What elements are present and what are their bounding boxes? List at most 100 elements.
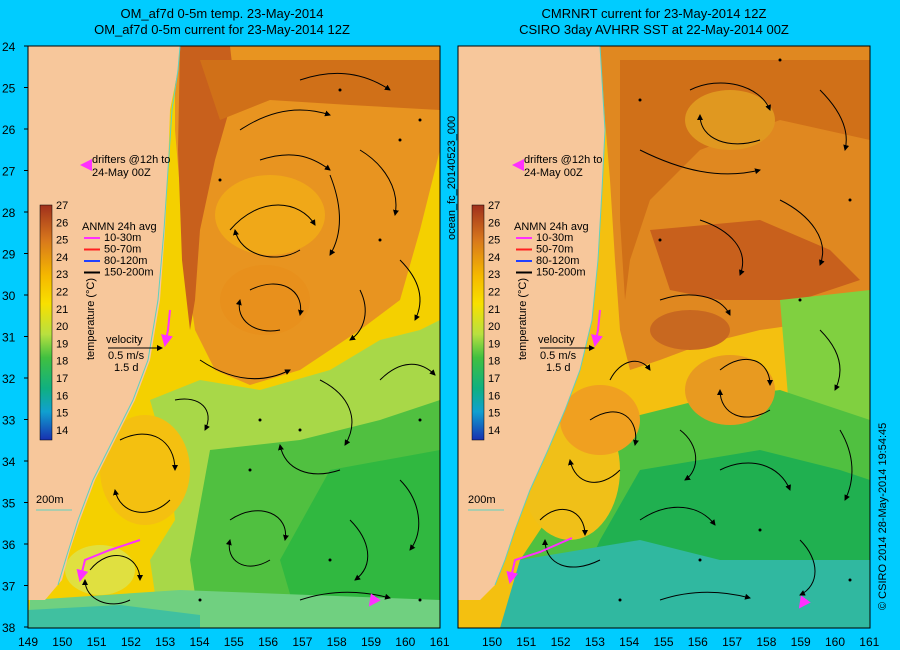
lat-tick-label: 32	[2, 372, 16, 386]
colorbar-tick-label: 21	[56, 304, 68, 316]
legend-item-label: 80-120m	[104, 255, 147, 267]
lat-tick-label: 26	[2, 123, 16, 137]
left-isobath-label: 200m	[36, 494, 64, 506]
lon-tick-label: 156	[688, 635, 708, 649]
right-panel-frame	[457, 45, 871, 629]
colorbar-tick-label: 25	[488, 235, 500, 247]
left-colorbar-title: temperature (°C)	[85, 278, 97, 360]
lon-tick-label: 154	[189, 635, 209, 649]
lat-tick-label: 29	[2, 248, 16, 262]
colorbar-tick-label: 27	[488, 200, 500, 212]
left-drifters-label-line2: 24-May 00Z	[92, 167, 151, 179]
legend-item-label: 50-70m	[536, 244, 573, 256]
colorbar-tick-label: 19	[488, 338, 500, 350]
left-current-vectors	[82, 72, 436, 605]
lon-tick-label: 152	[121, 635, 141, 649]
right-map-panel: 200m	[458, 45, 870, 628]
colorbar-tick-label: 24	[56, 252, 68, 264]
colorbar-tick-label: 22	[56, 287, 68, 299]
colorbar-tick-label: 21	[488, 304, 500, 316]
colorbar-tick-label: 17	[488, 373, 500, 385]
right-colorbar: 27 26 25 24 23 22 21 20 19 18 17 16 15 14	[471, 200, 500, 441]
lon-tick-label: 150	[482, 635, 502, 649]
model-run-label: ocean_fc_20140523_000	[446, 116, 458, 240]
colorbar-tick-label: 23	[56, 269, 68, 281]
lon-tick-label: 155	[224, 635, 244, 649]
colorbar-tick-label: 20	[488, 321, 500, 333]
left-title-line1: OM_af7d 0-5m temp. 23-May-2014	[120, 6, 323, 21]
lat-tick-label: 37	[2, 580, 16, 594]
lon-tick-label: 161	[859, 635, 879, 649]
colorbar-tick-label: 16	[488, 390, 500, 402]
lon-tick-label: 151	[516, 635, 536, 649]
credit-label: © CSIRO 2014 28-May-2014 19:54:45	[877, 423, 889, 610]
legend-item-label: 80-120m	[536, 255, 579, 267]
colorbar-tick-label: 22	[488, 287, 500, 299]
lon-tick-label: 159	[791, 635, 811, 649]
left-longitude-axis-labels: 149 150 151 152 153 154 155 156 157 158 159 160 161	[18, 635, 450, 649]
lon-tick-label: 153	[155, 635, 175, 649]
lat-tick-label: 34	[2, 455, 16, 469]
right-velocity-label: velocity	[538, 334, 575, 346]
left-map-panel: 200m	[28, 45, 440, 628]
right-velocity-speed: 0.5 m/s	[540, 350, 577, 362]
legend-item-label: 150-200m	[536, 267, 586, 279]
left-velocity-duration: 1.5 d	[114, 362, 138, 374]
legend-item-label: 10-30m	[536, 232, 573, 244]
left-drifter-tracks	[76, 159, 381, 607]
legend-item-label: 10-30m	[104, 232, 141, 244]
left-velocity-speed: 0.5 m/s	[108, 350, 145, 362]
latitude-axis-labels: 24 25 26 27 28 29 30 31 32 33 34 35 36 37 38	[2, 40, 28, 635]
left-velocity-label: velocity	[106, 334, 143, 346]
left-vector-dots	[198, 88, 422, 602]
right-title-line2: CSIRO 3day AVHRR SST at 22-May-2014 00Z	[519, 22, 789, 37]
colorbar-tick-label: 26	[488, 217, 500, 229]
colorbar-tick-label: 15	[56, 408, 68, 420]
right-colorbar-title: temperature (°C)	[517, 278, 529, 360]
right-drifter-tracks	[506, 159, 811, 609]
right-drifters-label-line1: drifters @12h to	[524, 154, 602, 166]
left-drifters-label-line1: drifters @12h to	[92, 154, 170, 166]
lon-tick-label: 158	[756, 635, 776, 649]
colorbar-tick-label: 18	[488, 356, 500, 368]
right-title-line1: CMRNRT current for 23-May-2014 12Z	[542, 6, 767, 21]
lat-tick-label: 36	[2, 538, 16, 552]
lon-tick-label: 159	[361, 635, 381, 649]
right-velocity-key: velocity 0.5 m/s 1.5 d	[538, 334, 595, 374]
lon-tick-label: 152	[551, 635, 571, 649]
colorbar-tick-label: 17	[56, 373, 68, 385]
lat-tick-label: 28	[2, 206, 16, 220]
lon-tick-label: 158	[327, 635, 347, 649]
lat-tick-label: 25	[2, 82, 16, 96]
right-legend-title: ANMN 24h avg	[514, 221, 589, 233]
colorbar-tick-label: 26	[56, 217, 68, 229]
lat-tick-label: 31	[2, 331, 16, 345]
colorbar-tick-label: 14	[56, 425, 68, 437]
right-drifters-label-line2: 24-May 00Z	[524, 167, 583, 179]
lat-tick-label: 33	[2, 414, 16, 428]
lon-tick-label: 157	[292, 635, 312, 649]
legend-item-label: 50-70m	[104, 244, 141, 256]
colorbar-tick-label: 24	[488, 252, 500, 264]
left-title-line2: OM_af7d 0-5m current for 23-May-2014 12Z	[94, 22, 350, 37]
colorbar-tick-label: 14	[488, 425, 500, 437]
lon-tick-label: 157	[722, 635, 742, 649]
lat-tick-label: 35	[2, 497, 16, 511]
lon-tick-label: 155	[653, 635, 673, 649]
left-velocity-key: velocity 0.5 m/s 1.5 d	[106, 334, 163, 374]
lat-tick-label: 24	[2, 40, 16, 54]
lon-tick-label: 153	[585, 635, 605, 649]
lon-tick-label: 150	[52, 635, 72, 649]
right-current-vectors	[539, 82, 853, 601]
lat-tick-label: 30	[2, 289, 16, 303]
lon-tick-label: 161	[430, 635, 450, 649]
colorbar-tick-label: 18	[56, 356, 68, 368]
lon-tick-label: 156	[258, 635, 278, 649]
right-velocity-duration: 1.5 d	[546, 362, 570, 374]
colorbar-tick-label: 25	[56, 235, 68, 247]
right-isobath-label: 200m	[468, 494, 496, 506]
left-colorbar: 27 26 25 24 23 22 21 20 19 18 17 16 15 14	[39, 200, 68, 441]
